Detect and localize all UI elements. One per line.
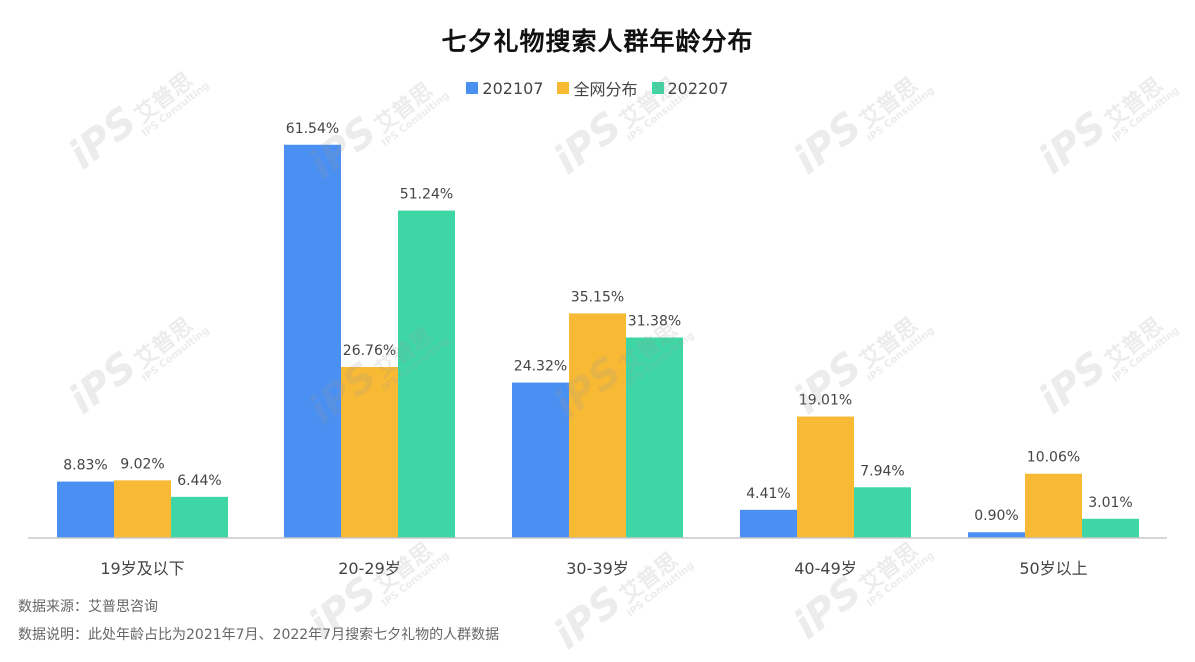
legend-item-2: 202207	[651, 78, 729, 98]
bar-0-2	[171, 496, 228, 538]
bar-2-2	[626, 337, 683, 538]
legend-label-2: 202207	[667, 78, 729, 98]
category-label-2: 30-39岁	[566, 559, 629, 578]
data-label-0-0: 8.83%	[63, 458, 107, 474]
data-label-3-2: 7.94%	[860, 463, 904, 479]
data-label-0-1: 9.02%	[120, 456, 164, 472]
bar-3-0	[740, 509, 797, 538]
data-explanation-note: 数据说明：此处年龄占比为2021年7月、2022年7月搜索七夕礼物的人群数据	[18, 627, 500, 643]
data-label-1-0: 61.54%	[286, 121, 339, 137]
legend-item-0: 202107	[466, 79, 543, 98]
bar-4-0	[968, 532, 1025, 538]
bar-1-0	[284, 144, 341, 538]
data-label-2-0: 24.32%	[514, 359, 567, 375]
data-source-note: 数据来源：艾普思咨询	[18, 599, 158, 615]
bar-2-1	[569, 313, 626, 538]
data-label-0-2: 6.44%	[177, 473, 221, 489]
bar-2-0	[512, 382, 569, 538]
legend: 202107 全网分布 202207	[0, 76, 1195, 100]
category-label-0: 19岁及以下	[100, 559, 184, 578]
data-label-2-1: 35.15%	[571, 289, 624, 305]
bar-4-1	[1025, 473, 1082, 538]
legend-swatch-1	[557, 82, 570, 94]
data-label-1-1: 26.76%	[343, 343, 396, 359]
data-label-4-2: 3.01%	[1088, 495, 1132, 511]
data-label-1-2: 51.24%	[400, 187, 453, 203]
legend-label-1: 全网分布	[573, 80, 638, 99]
bar-3-2	[854, 487, 911, 538]
data-label-3-0: 4.41%	[746, 486, 790, 502]
legend-swatch-2	[651, 82, 664, 94]
category-label-3: 40-49岁	[794, 559, 857, 578]
category-label-4: 50岁以上	[1019, 559, 1087, 578]
data-label-3-1: 19.01%	[799, 393, 852, 409]
legend-item-1: 全网分布	[557, 76, 638, 100]
data-label-4-0: 0.90%	[974, 508, 1018, 524]
bar-4-2	[1082, 518, 1139, 538]
bar-0-0	[57, 481, 114, 538]
legend-label-0: 202107	[482, 78, 544, 98]
data-label-2-2: 31.38%	[628, 313, 681, 329]
chart-title: 七夕礼物搜索人群年龄分布	[441, 27, 754, 56]
data-label-4-1: 10.06%	[1027, 450, 1080, 466]
bar-1-1	[341, 367, 398, 538]
bar-3-1	[797, 416, 854, 538]
bar-0-1	[114, 480, 171, 538]
legend-swatch-0	[466, 82, 479, 94]
category-label-1: 20-29岁	[338, 559, 401, 578]
bar-1-2	[398, 210, 455, 538]
